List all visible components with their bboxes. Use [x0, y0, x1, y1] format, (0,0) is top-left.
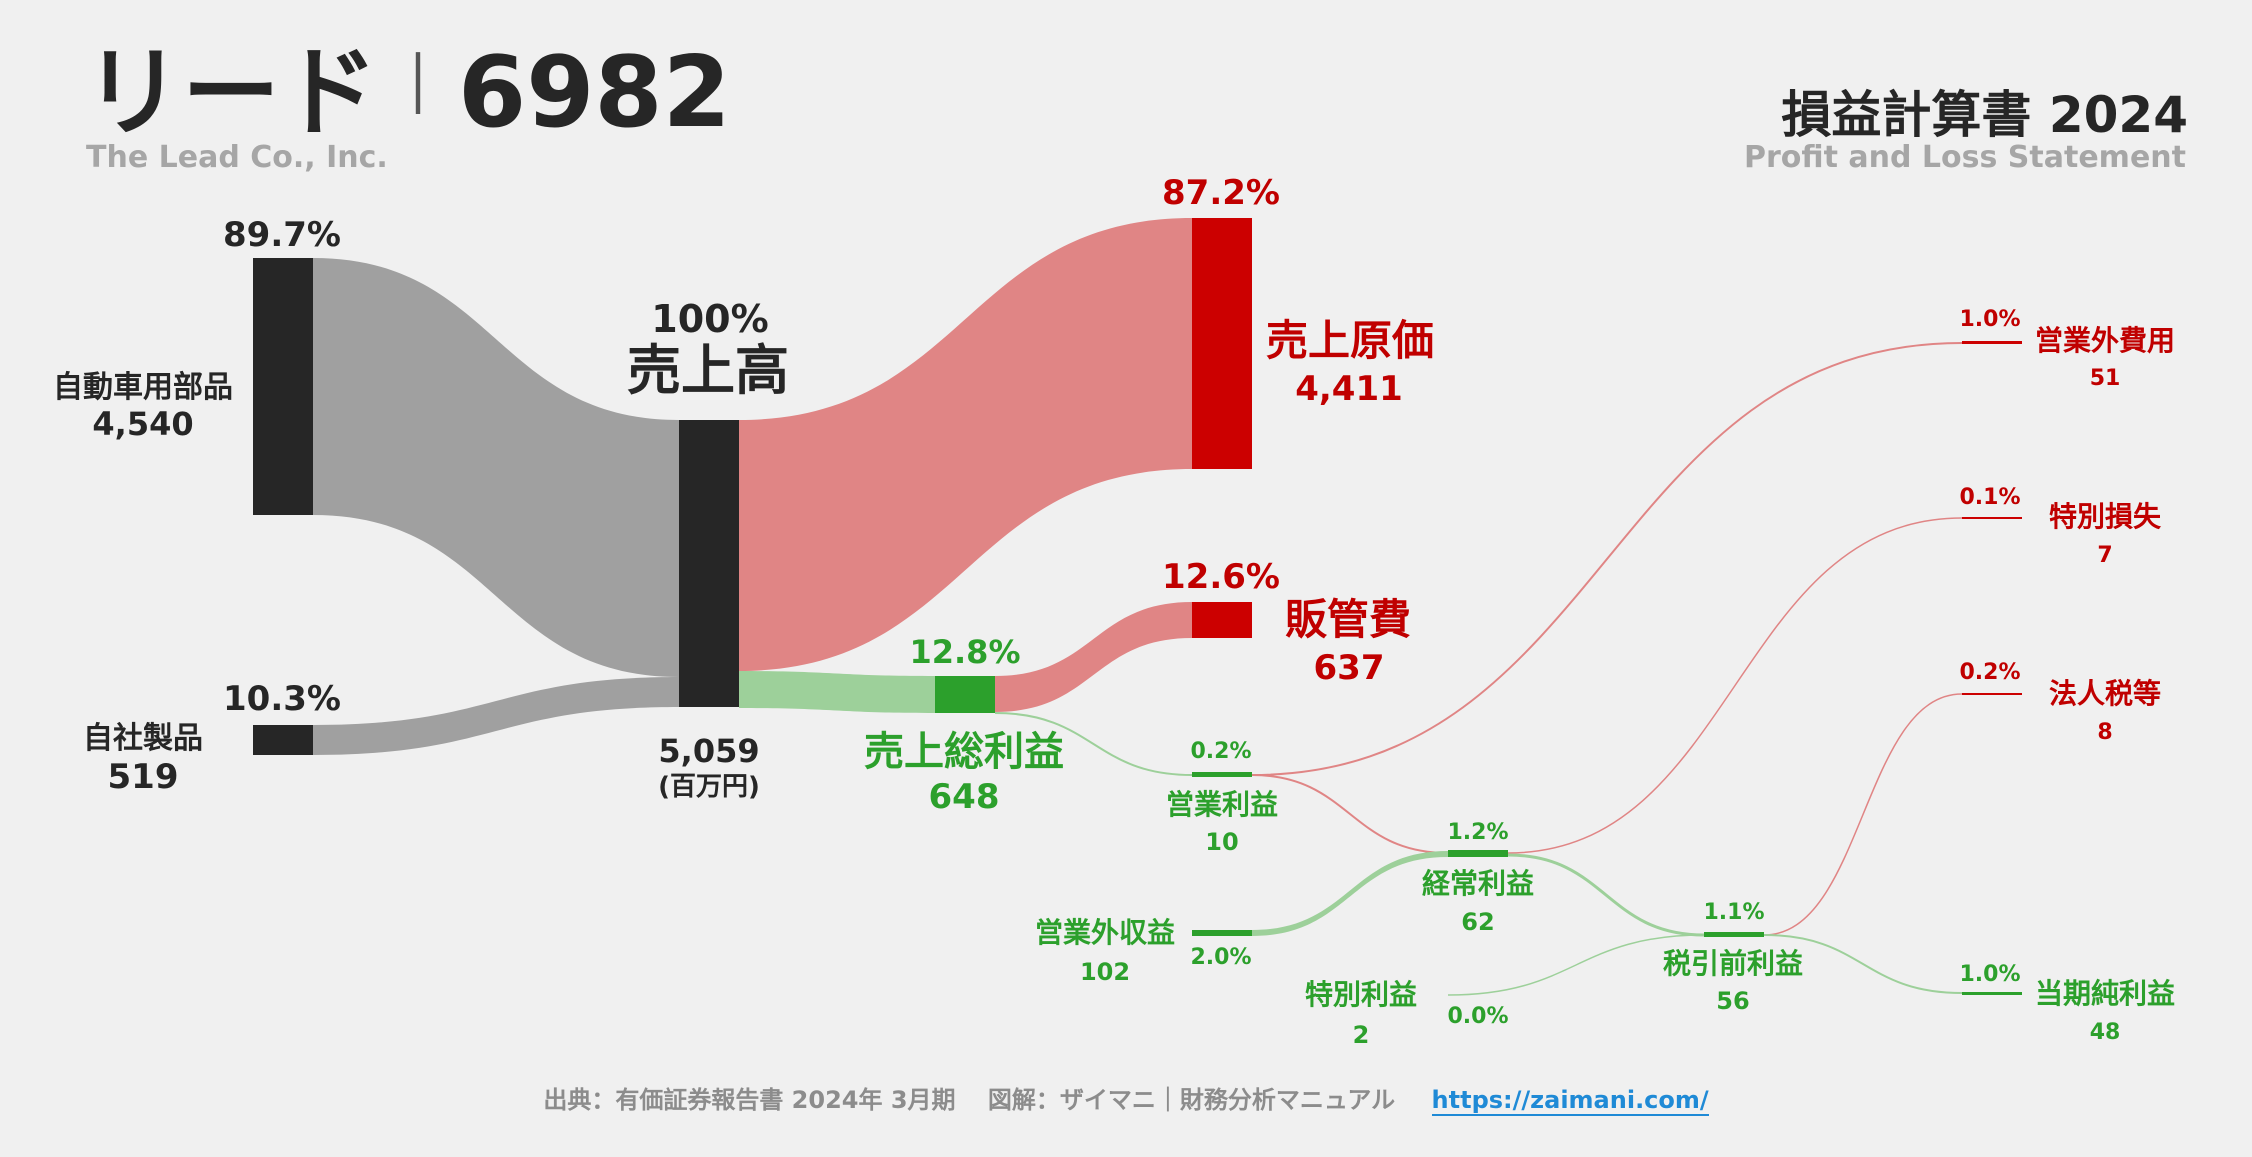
op-value: 10: [1205, 828, 1239, 856]
flow-pretax-net: [1763, 934, 1963, 994]
flow-seg2-revenue: [313, 677, 679, 755]
statement-title: 損益計算書 2024: [1781, 86, 2188, 144]
flow-revenue-gross: [739, 671, 935, 713]
cogs-value: 4,411: [1295, 369, 1403, 409]
title-separator: ｜: [388, 51, 449, 121]
gross-label: 売上総利益: [864, 729, 1064, 775]
pretax-value: 56: [1716, 987, 1750, 1015]
sga-value: 637: [1313, 648, 1385, 688]
node-net: [1962, 992, 2022, 995]
special-inc-pct: 0.0%: [1447, 1004, 1509, 1029]
flow-gross-op: [994, 712, 1193, 776]
ordinary-value: 62: [1461, 908, 1495, 936]
op-pct: 0.2%: [1190, 739, 1252, 764]
net-label: 当期純利益: [2034, 977, 2176, 1010]
seg2-label: 自社製品: [83, 721, 203, 756]
node-sga: [1192, 602, 1252, 638]
nonop-inc-value: 102: [1079, 958, 1131, 986]
flow-op-ordinary: [1251, 774, 1449, 854]
node-tax: [1962, 693, 2022, 695]
nonop-exp-label: 営業外費用: [2034, 324, 2176, 357]
node-op: [1192, 772, 1252, 777]
net-pct: 1.0%: [1959, 962, 2021, 987]
cogs-pct: 87.2%: [1162, 173, 1280, 213]
op-label: 営業利益: [1165, 788, 1279, 821]
flow-gross-sga: [995, 602, 1192, 712]
flow-specialinc-pretax: [1447, 934, 1705, 996]
flow-ordinary-specialloss: [1507, 517, 1963, 854]
pretax-pct: 1.1%: [1703, 900, 1765, 925]
special-loss-label: 特別損失: [2048, 500, 2162, 533]
flow-nonopinc-ordinary: [1252, 851, 1448, 936]
special-loss-pct: 0.1%: [1959, 485, 2021, 510]
tax-value: 8: [2097, 720, 2113, 745]
node-special-loss: [1962, 517, 2022, 519]
gross-value: 648: [928, 777, 1000, 817]
node-ordinary: [1448, 850, 1508, 857]
special-inc-value: 2: [1352, 1021, 1370, 1049]
special-loss-value: 7: [2097, 543, 2113, 568]
node-pretax: [1704, 932, 1764, 937]
revenue-pct: 100%: [651, 297, 769, 341]
source-text: 出典：有価証券報告書 2024年 3月期 図解：ザイマニ｜財務分析マニュアル: [543, 1086, 1396, 1114]
nonop-exp-pct: 1.0%: [1959, 307, 2021, 332]
node-cogs: [1192, 218, 1252, 469]
ordinary-label: 経常利益: [1421, 867, 1535, 900]
special-inc-label: 特別利益: [1304, 978, 1418, 1011]
flow-pretax-tax: [1763, 693, 1963, 936]
nonop-exp-value: 51: [2089, 366, 2121, 391]
flow-seg1-revenue: [313, 258, 679, 677]
seg1-label: 自動車用部品: [53, 370, 233, 405]
statement-title-en: Profit and Loss Statement: [1743, 140, 2186, 175]
company-name: リード: [84, 36, 379, 150]
revenue-value: 5,059: [658, 732, 760, 770]
unit-label: (百万円): [658, 772, 760, 802]
company-name-en: The Lead Co., Inc.: [86, 140, 388, 175]
cogs-label: 売上原価: [1265, 316, 1435, 365]
footer: 出典：有価証券報告書 2024年 3月期 図解：ザイマニ｜財務分析マニュアル h…: [0, 1080, 2252, 1116]
flow-revenue-cogs: [739, 218, 1192, 671]
nonop-inc-pct: 2.0%: [1190, 945, 1252, 970]
node-seg1: [253, 258, 313, 515]
node-revenue: [679, 420, 739, 707]
seg1-pct: 89.7%: [223, 215, 341, 255]
nonop-inc-label: 営業外収益: [1034, 916, 1176, 949]
seg1-value: 4,540: [92, 405, 194, 443]
tax-label: 法人税等: [2048, 677, 2162, 710]
flow-ordinary-pretax: [1507, 853, 1705, 937]
company-title: リード｜ 6982: [84, 44, 731, 142]
pretax-label: 税引前利益: [1662, 947, 1804, 980]
node-seg2: [253, 725, 313, 755]
ordinary-pct: 1.2%: [1447, 820, 1509, 845]
seg2-value: 519: [107, 757, 179, 797]
revenue-label: 売上高: [627, 339, 789, 402]
gross-pct: 12.8%: [909, 633, 1021, 671]
seg2-pct: 10.3%: [223, 679, 341, 719]
tax-pct: 0.2%: [1959, 660, 2021, 685]
node-nonop-exp: [1962, 341, 2022, 344]
net-value: 48: [2089, 1020, 2121, 1045]
flow-op-nonopexp: [1251, 342, 1963, 776]
sga-pct: 12.6%: [1162, 557, 1280, 597]
sga-label: 販管費: [1284, 595, 1412, 644]
node-nonop-inc: [1192, 930, 1252, 936]
ticker: 6982: [458, 36, 731, 150]
source-link[interactable]: https://zaimani.com/: [1431, 1086, 1709, 1116]
node-gross: [935, 676, 995, 713]
